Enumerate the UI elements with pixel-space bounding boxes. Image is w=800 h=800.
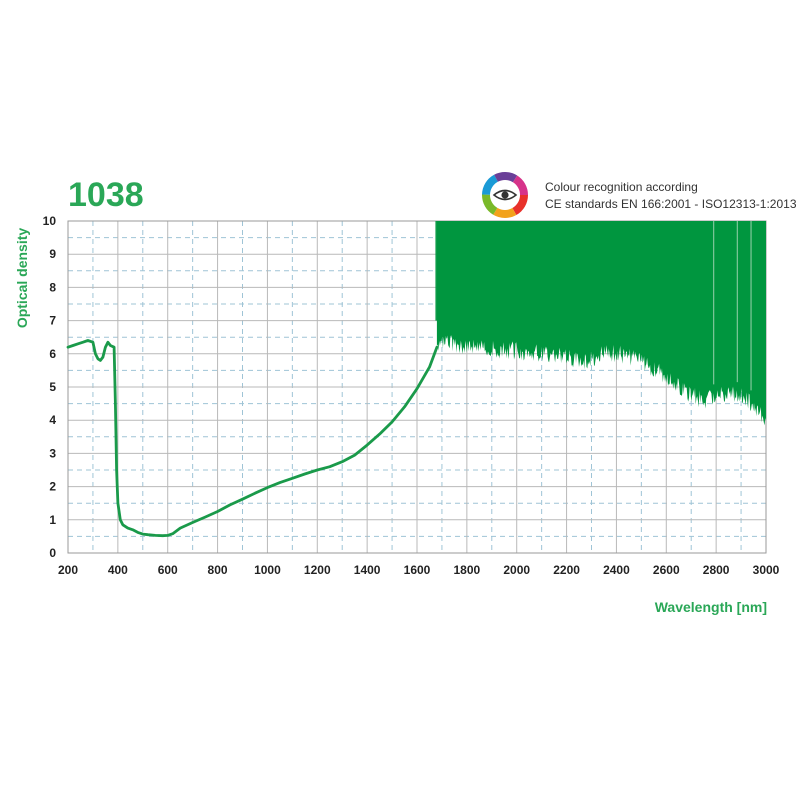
y-tick-label: 9 [49,247,56,261]
note-line-2: CE standards EN 166:2001 - ISO12313-1:20… [545,197,797,211]
y-tick-label: 6 [49,347,56,361]
x-axis-label: Wavelength [nm] [655,599,767,615]
x-tick-label: 2800 [703,563,730,577]
x-tick-label: 1600 [404,563,431,577]
x-tick-label: 1200 [304,563,331,577]
x-tick-label: 400 [108,563,128,577]
x-tick-label: 1800 [454,563,481,577]
y-tick-label: 4 [49,413,56,427]
x-tick-label: 2200 [553,563,580,577]
x-tick-label: 3000 [753,563,780,577]
y-axis-label: Optical density [14,228,30,329]
note-line-1: Colour recognition according [545,180,698,194]
x-tick-label: 2400 [603,563,630,577]
colour-wheel-eye-icon [482,172,528,218]
y-tick-label: 10 [43,214,57,228]
y-tick-label: 1 [49,513,56,527]
x-tick-label: 1000 [254,563,281,577]
x-tick-label: 800 [208,563,228,577]
noise-band [436,221,766,426]
y-tick-label: 7 [49,314,56,328]
x-tick-label: 600 [158,563,178,577]
x-tick-label: 2600 [653,563,680,577]
x-tick-label: 1400 [354,563,381,577]
y-tick-label: 0 [49,546,56,560]
y-tick-label: 5 [49,380,56,394]
curve-layer [66,339,439,538]
product-id: 1038 [68,176,144,214]
x-tick-label: 200 [58,563,78,577]
noise-band-layer [435,221,766,426]
y-tick-label: 2 [49,480,56,494]
y-tick-label: 3 [49,446,56,460]
tick-labels: 200 400 600 800 1000 1200 1400 1600 1800 2000 2200… [43,214,780,577]
y-tick-label: 8 [49,280,56,294]
x-tick-label: 2000 [503,563,530,577]
optical-density-curve [66,339,439,538]
